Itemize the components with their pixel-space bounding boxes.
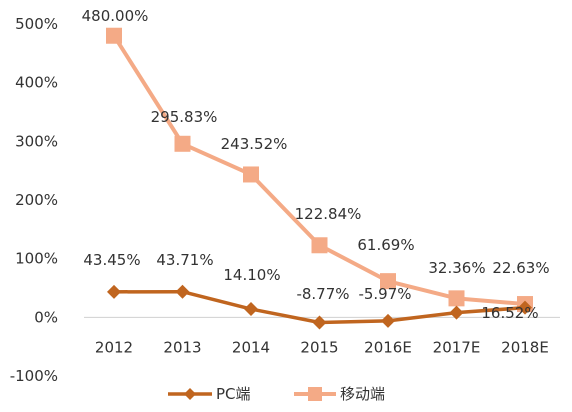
y-tick-label: 200%	[15, 191, 58, 209]
data-label-pc: 16.52%	[481, 304, 538, 322]
x-tick-label: 2014	[232, 338, 270, 356]
x-tick-label: 2017E	[433, 338, 481, 356]
axis-layer: 500% 400% 300% 200% 100% 0% -100% 2012 2013 2014 2…	[10, 15, 560, 385]
data-label-mobile: 122.84%	[295, 205, 362, 223]
data-label-mobile: 32.36%	[428, 259, 485, 277]
y-tick-label: -100%	[10, 367, 58, 385]
data-point-pc	[175, 284, 190, 299]
y-tick-label: 100%	[15, 250, 58, 268]
data-point-mobile	[448, 290, 465, 307]
data-label-mobile: 480.00%	[82, 7, 149, 25]
data-point-pc	[449, 305, 464, 320]
series-layer	[106, 27, 533, 330]
data-label-mobile: 61.69%	[357, 236, 414, 254]
y-tick-label: 500%	[15, 15, 58, 33]
data-label-pc: -5.97%	[358, 285, 411, 303]
legend: PC端 移动端	[168, 385, 385, 403]
data-label-pc: -8.77%	[296, 285, 349, 303]
x-tick-label: 2012	[95, 338, 133, 356]
legend-label-mobile: 移动端	[340, 385, 385, 403]
data-label-pc: 43.45%	[83, 251, 140, 269]
data-point-mobile	[106, 27, 122, 44]
x-tick-label: 2013	[163, 338, 201, 356]
legend-marker-mobile	[308, 387, 322, 401]
data-point-pc	[518, 300, 532, 315]
data-label-pc: 43.71%	[156, 251, 213, 269]
data-point-pc	[107, 284, 121, 299]
y-tick-label: 400%	[15, 74, 58, 92]
data-point-pc	[244, 302, 258, 317]
data-label-mobile: 243.52%	[221, 135, 288, 153]
x-tick-label: 2016E	[364, 338, 412, 356]
data-label-mobile: 22.63%	[492, 259, 549, 277]
data-label-mobile: 295.83%	[151, 108, 218, 126]
legend-label-pc: PC端	[216, 385, 251, 403]
y-tick-label: 300%	[15, 132, 58, 150]
data-point-mobile	[380, 273, 396, 290]
legend-marker-pc	[184, 388, 196, 400]
data-point-mobile	[174, 135, 191, 152]
data-point-mobile	[311, 237, 328, 254]
data-point-pc	[381, 313, 395, 328]
x-tick-label: 2015	[300, 338, 338, 356]
x-tick-label: 2018E	[501, 338, 549, 356]
data-point-pc	[312, 315, 327, 330]
data-label-pc: 14.10%	[223, 266, 280, 284]
data-point-mobile	[243, 166, 259, 183]
data-label-layer: 480.00% 295.83%243.52% 122.84% 61.69% 32.36%…	[82, 7, 550, 322]
y-tick-label: 0%	[34, 308, 58, 326]
